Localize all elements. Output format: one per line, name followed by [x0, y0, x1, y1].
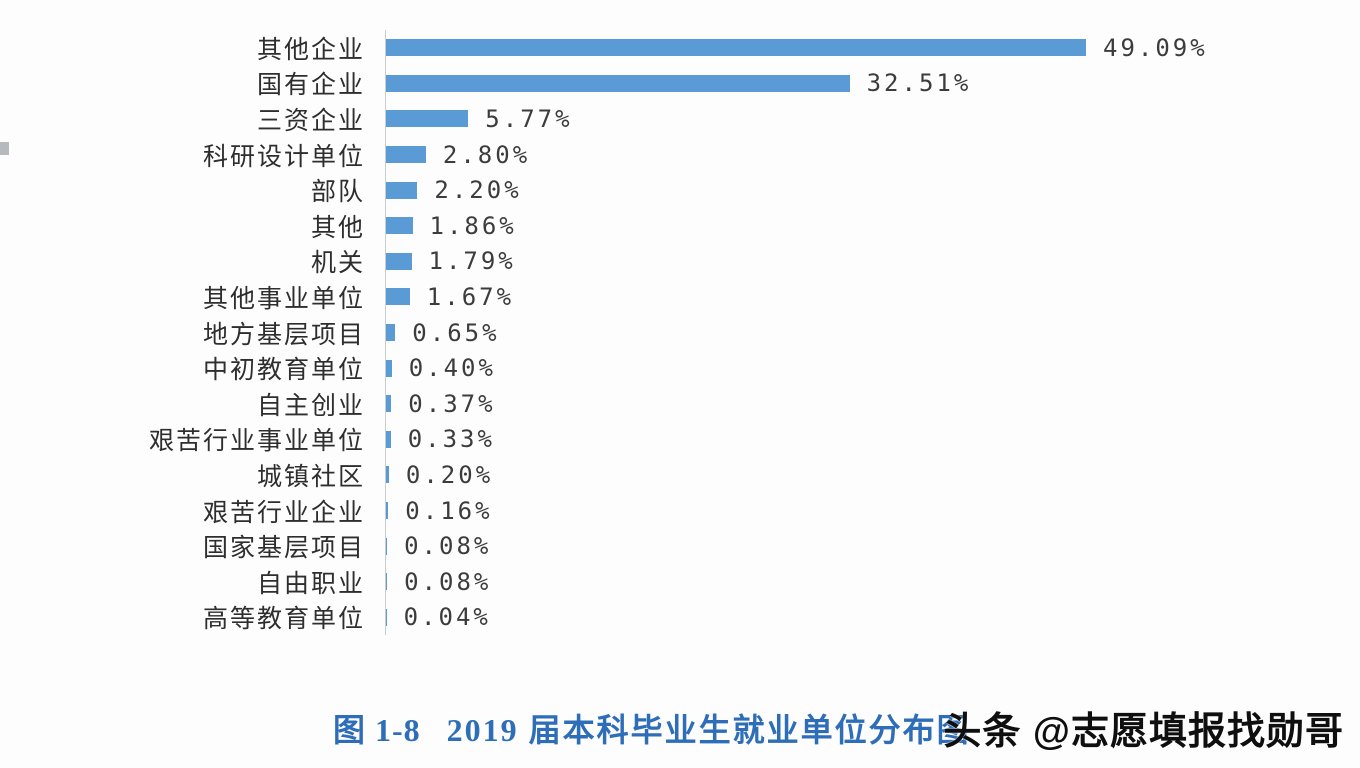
value-label: 0.37%: [408, 389, 496, 418]
category-label: 其他企业: [256, 35, 365, 64]
category-label: 艰苦行业事业单位: [148, 427, 365, 456]
category-label: 国有企业: [256, 71, 365, 100]
value-label: 0.33%: [407, 425, 495, 454]
bar: [386, 39, 1086, 57]
category-label: 其他事业单位: [202, 284, 365, 313]
category-label: 科研设计单位: [202, 142, 365, 171]
bar: [386, 608, 387, 626]
figure-title: 2019 届本科毕业生就业单位分布图: [446, 712, 971, 748]
category-label: 机关: [310, 249, 365, 278]
bar-row: 城镇社区 0.20%: [0, 457, 1360, 493]
plot-area: 0.40%: [385, 350, 1360, 386]
plot-area: 49.09%: [385, 30, 1360, 66]
plot-area: 0.08%: [385, 528, 1360, 564]
value-label: 49.09%: [1103, 33, 1208, 62]
plot-area: 0.37%: [385, 385, 1360, 422]
bar-row: 部队 2.20%: [0, 172, 1360, 208]
category-label: 中初教育单位: [202, 356, 365, 385]
bar: [386, 110, 469, 128]
bar-rows: 其他企业 49.09% 国有企业 32.51% 三资企业 5.77% 科研设计单位 2.80%…: [0, 30, 1360, 636]
bar: [386, 146, 426, 164]
bar: [386, 288, 410, 306]
bar-row: 高等教育单位 0.04%: [0, 599, 1360, 636]
bar: [386, 324, 396, 342]
bar-row: 其他事业单位 1.67%: [0, 279, 1360, 315]
plot-area: 32.51%: [385, 65, 1360, 102]
value-label: 0.20%: [405, 460, 494, 489]
value-label: 0.08%: [404, 532, 492, 561]
bar-row: 地方基层项目 0.65%: [0, 314, 1360, 351]
bar-row: 科研设计单位 2.80%: [0, 136, 1360, 173]
plot-area: 0.33%: [385, 421, 1360, 458]
plot-area: 0.20%: [385, 457, 1360, 493]
value-label: 0.08%: [404, 567, 492, 596]
bar-row: 三资企业 5.77%: [0, 101, 1360, 137]
value-label: 32.51%: [866, 69, 972, 98]
plot-area: 0.04%: [385, 599, 1360, 636]
figure-number-label: 图 1-8: [333, 712, 421, 748]
bar-row: 国家基层项目 0.08%: [0, 528, 1360, 564]
watermark-text: 头条 @志愿填报找勋哥: [943, 711, 1344, 753]
value-label: 0.65%: [412, 318, 500, 347]
bar-row: 中初教育单位 0.40%: [0, 350, 1360, 386]
value-label: 0.40%: [408, 354, 496, 383]
value-label: 1.79%: [428, 247, 516, 276]
category-label: 高等教育单位: [202, 605, 365, 634]
bar-row: 国有企业 32.51%: [0, 65, 1360, 102]
value-label: 0.04%: [403, 603, 491, 632]
category-label: 自由职业: [256, 569, 365, 598]
bar: [386, 466, 389, 484]
bar: [386, 395, 392, 413]
plot-area: 0.08%: [385, 563, 1360, 600]
bar: [386, 359, 392, 377]
bar-row: 艰苦行业事业单位 0.33%: [0, 421, 1360, 458]
plot-area: 1.79%: [385, 243, 1360, 280]
bar: [386, 430, 391, 448]
bar-chart: 其他企业 49.09% 国有企业 32.51% 三资企业 5.77% 科研设计单位 2.80%…: [0, 30, 1360, 636]
category-label: 城镇社区: [256, 462, 365, 491]
value-label: 1.86%: [429, 211, 517, 240]
category-label: 国家基层项目: [202, 534, 365, 563]
plot-area: 0.16%: [385, 492, 1360, 529]
bar: [386, 252, 412, 270]
plot-area: 5.77%: [385, 101, 1360, 137]
category-label: 自主创业: [256, 391, 365, 420]
plot-area: 1.67%: [385, 279, 1360, 315]
bar-row: 其他 1.86%: [0, 207, 1360, 244]
chart-caption: 图 1-8 2019 届本科毕业生就业单位分布图: [333, 705, 971, 751]
category-label: 艰苦行业企业: [202, 498, 365, 527]
value-label: 2.80%: [442, 140, 531, 169]
plot-area: 1.86%: [385, 207, 1360, 244]
bar-row: 自主创业 0.37%: [0, 385, 1360, 422]
category-label: 其他: [310, 213, 365, 242]
value-label: 2.20%: [434, 176, 522, 205]
category-label: 三资企业: [256, 106, 365, 135]
bar-row: 艰苦行业企业 0.16%: [0, 492, 1360, 529]
value-label: 0.16%: [405, 496, 493, 525]
category-label: 地方基层项目: [202, 320, 365, 349]
bar-row: 其他企业 49.09%: [0, 30, 1360, 66]
bar-row: 自由职业 0.08%: [0, 563, 1360, 600]
bar: [386, 537, 388, 555]
bar-row: 机关 1.79%: [0, 243, 1360, 280]
plot-area: 2.20%: [385, 172, 1360, 208]
scan-artifact: [0, 142, 9, 155]
plot-area: 0.65%: [385, 314, 1360, 351]
value-label: 1.67%: [426, 282, 515, 311]
bar: [386, 573, 388, 591]
bar: [386, 74, 850, 92]
value-label: 5.77%: [485, 104, 573, 133]
bar: [386, 502, 389, 520]
bar: [386, 217, 413, 235]
bar: [386, 181, 418, 199]
plot-area: 2.80%: [385, 136, 1360, 173]
category-label: 部队: [310, 178, 365, 207]
